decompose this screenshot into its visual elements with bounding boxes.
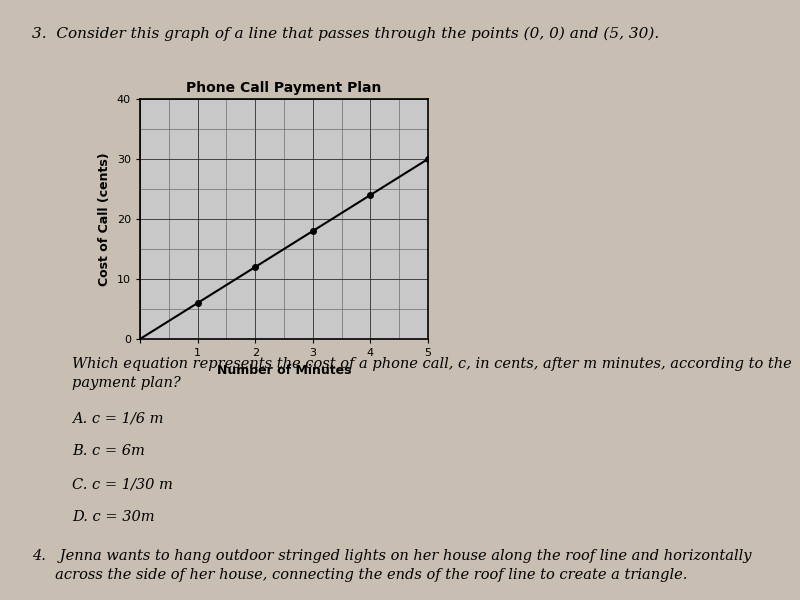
Title: Phone Call Payment Plan: Phone Call Payment Plan xyxy=(186,81,382,95)
Text: 3.  Consider this graph of a line that passes through the points (0, 0) and (5, : 3. Consider this graph of a line that pa… xyxy=(32,27,659,41)
X-axis label: Number of Minutes: Number of Minutes xyxy=(217,364,351,377)
Text: B. c = 6m: B. c = 6m xyxy=(72,444,145,458)
Text: C. c = 1/30 m: C. c = 1/30 m xyxy=(72,477,173,491)
Text: Which equation represents the cost of a phone call, c, in cents, after m minutes: Which equation represents the cost of a … xyxy=(72,357,792,391)
Text: A. c = 1/6 m: A. c = 1/6 m xyxy=(72,411,163,425)
Text: D. c = 30m: D. c = 30m xyxy=(72,510,154,524)
Y-axis label: Cost of Call (cents): Cost of Call (cents) xyxy=(98,152,111,286)
Text: 4.   Jenna wants to hang outdoor stringed lights on her house along the roof lin: 4. Jenna wants to hang outdoor stringed … xyxy=(32,549,751,583)
